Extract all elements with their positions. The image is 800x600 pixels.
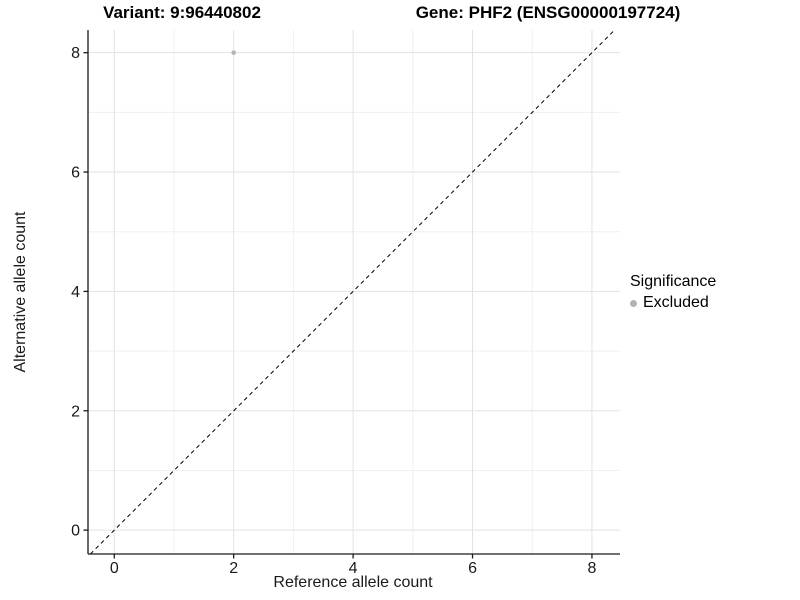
- data-point: [231, 50, 236, 55]
- legend-item-label: Excluded: [643, 294, 709, 311]
- legend-item-excluded: Excluded: [630, 294, 716, 312]
- variant-title: Variant: 9:96440802: [103, 3, 261, 22]
- legend: Significance Excluded: [630, 273, 716, 312]
- gene-title: Gene: PHF2 (ENSG00000197724): [415, 3, 681, 22]
- y-tick-label: 4: [71, 284, 80, 301]
- plot-panel: [88, 30, 620, 554]
- x-tick-label: 2: [229, 560, 238, 577]
- legend-title: Significance: [630, 273, 717, 290]
- y-tick-label: 0: [71, 523, 80, 540]
- x-tick-label: 6: [468, 560, 477, 577]
- x-tick-label: 0: [110, 560, 119, 577]
- x-tick-label: 8: [587, 560, 596, 577]
- identity-reference-line: [90, 29, 615, 555]
- y-axis-title: Alternative allele count: [12, 211, 29, 373]
- excluded-point-icon: [630, 299, 637, 307]
- y-tick-label: 6: [71, 165, 80, 182]
- y-tick-label: 8: [71, 45, 80, 62]
- x-axis-title: Reference allele count: [273, 574, 433, 591]
- y-tick-label: 2: [71, 403, 80, 420]
- x-tick-label: 4: [349, 560, 358, 577]
